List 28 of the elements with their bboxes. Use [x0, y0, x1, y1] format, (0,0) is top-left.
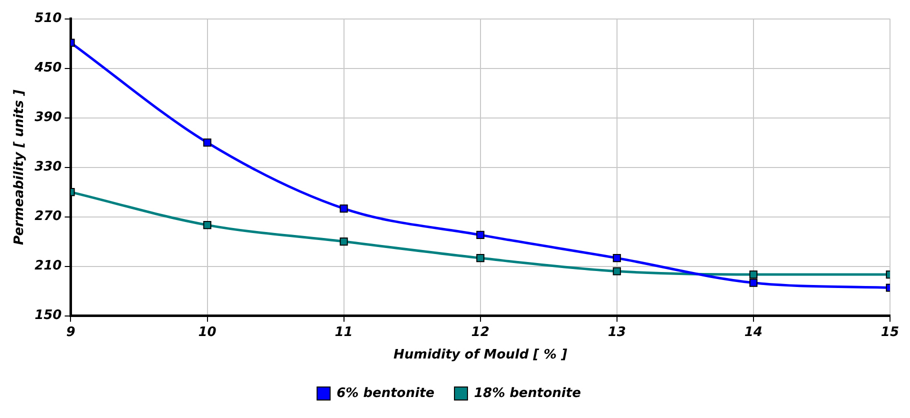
- point: [340, 204, 348, 213]
- y-tick-label: 210: [34, 258, 62, 274]
- y-axis-title: Permeability [ units ]: [12, 90, 28, 245]
- y-tick-label: 150: [34, 308, 62, 324]
- legend-label: 6% bentonite: [336, 386, 435, 401]
- point: [476, 254, 484, 262]
- x-tick-label: 12: [471, 324, 490, 340]
- y-tick-label: 330: [34, 160, 62, 175]
- y-tick-label: 270: [34, 209, 62, 224]
- point: [612, 267, 621, 276]
- y-tick-label: 450: [34, 60, 62, 76]
- point: [612, 254, 621, 262]
- y-tick-label: 390: [34, 110, 62, 126]
- point: [203, 138, 212, 147]
- x-axis-title: Humidity of Mould [ % ]: [394, 348, 568, 363]
- x-tick-label: 10: [198, 324, 216, 340]
- x-tick-label: 9: [66, 324, 76, 340]
- point: [340, 238, 348, 246]
- x-tick-label: 14: [744, 324, 762, 340]
- point: [749, 270, 758, 279]
- x-tick-label: 11: [334, 324, 353, 340]
- point: [203, 221, 212, 230]
- point: [476, 230, 484, 239]
- x-tick-label: 15: [880, 324, 899, 340]
- x-tick-label: 13: [608, 324, 626, 340]
- point: [749, 278, 758, 287]
- y-tick-label: 510: [34, 11, 62, 26]
- legend-label: 18% bentonite: [474, 386, 582, 401]
